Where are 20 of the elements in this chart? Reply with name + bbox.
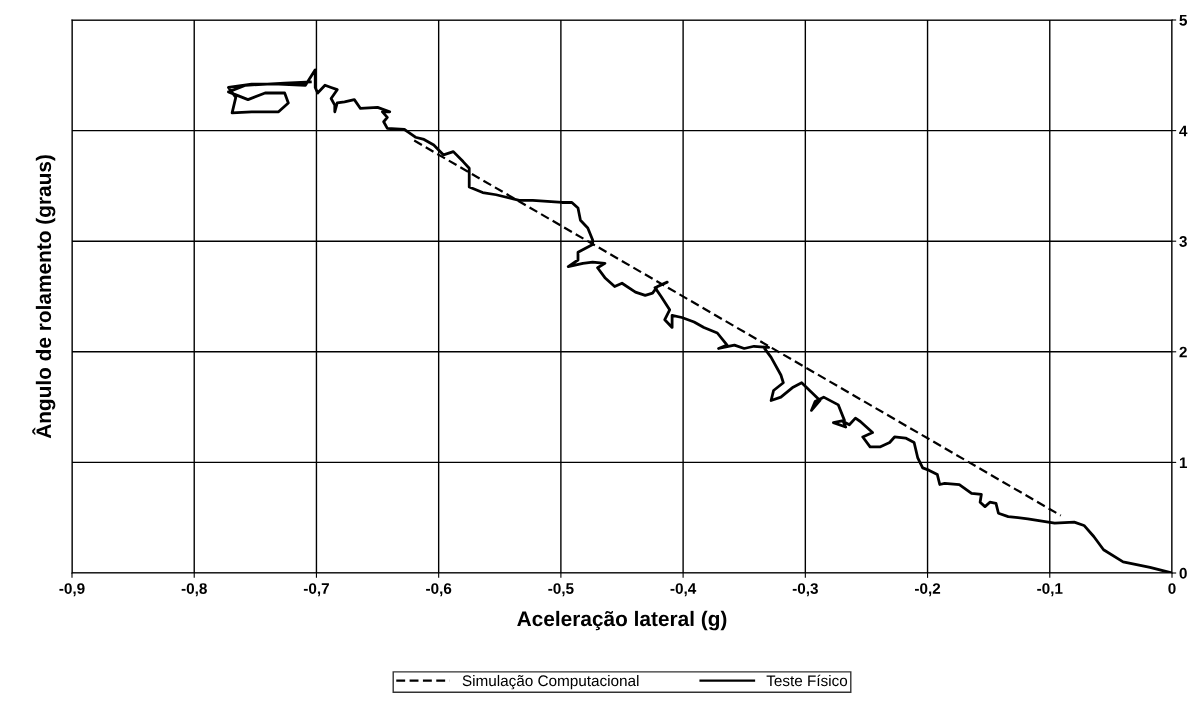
y-tick-label: 0	[1179, 567, 1187, 579]
x-tick-label: -0,1	[1037, 583, 1063, 597]
y-tick-label: 2	[1179, 346, 1187, 358]
legend-label: Teste Físico	[766, 674, 848, 687]
x-tick-label: -0,3	[792, 583, 818, 597]
y-tick-label: 3	[1179, 236, 1187, 247]
y-tick-label: 4	[1179, 125, 1188, 137]
x-tick-label: -0,9	[59, 583, 85, 597]
y-axis-title: Ângulo de rolamento (graus)	[32, 155, 56, 439]
x-tick-label: -0,5	[548, 583, 574, 597]
x-tick-label: -0,6	[426, 583, 452, 597]
x-axis-title: Aceleração lateral (g)	[517, 610, 727, 631]
y-tick-label: 1	[1179, 457, 1188, 468]
x-tick-label: -0,2	[914, 583, 941, 597]
legend-label: Simulação Computacional	[462, 674, 639, 690]
x-tick-label: -0,4	[670, 583, 697, 597]
x-tick-label: -0,7	[303, 583, 329, 597]
y-tick-label: 5	[1179, 15, 1188, 26]
x-tick-label: -0,8	[181, 583, 207, 597]
x-tick-label: 0	[1168, 583, 1176, 594]
